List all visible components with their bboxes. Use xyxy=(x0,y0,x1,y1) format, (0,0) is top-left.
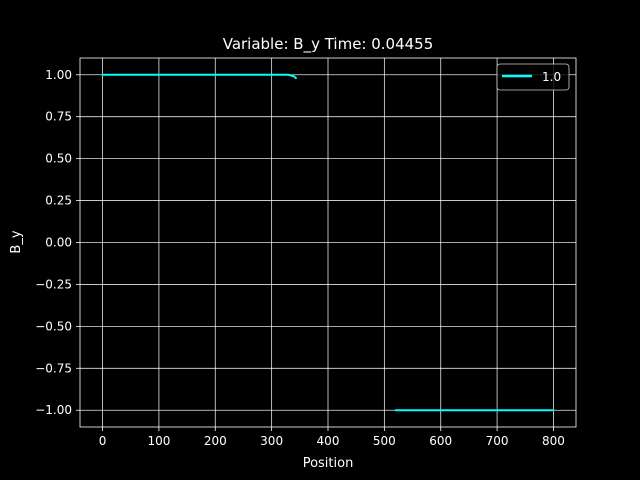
x-tick-label: 600 xyxy=(429,434,452,448)
y-tick-label: −0.75 xyxy=(35,361,72,375)
x-tick-label: 100 xyxy=(147,434,170,448)
legend-box xyxy=(496,63,570,91)
y-tick-label: −1.00 xyxy=(35,403,72,417)
series-layer xyxy=(101,73,555,412)
x-tick-label: 500 xyxy=(373,434,396,448)
x-tick-label: 200 xyxy=(204,434,227,448)
legend: 1.0 xyxy=(496,63,570,91)
y-tick-label: 0.00 xyxy=(45,236,72,250)
y-tick-label: −0.50 xyxy=(35,319,72,333)
x-axis-ticks: 0 100 200 300 400 500 600 700 800 xyxy=(99,427,565,448)
y-axis-label: B_y xyxy=(9,230,24,253)
y-tick-label: 0.25 xyxy=(45,194,72,208)
x-axis-label: Position xyxy=(303,456,354,471)
y-axis-ticks: −1.00 −0.75 −0.50 −0.25 0.00 0.25 0.50 0.75 1.00 xyxy=(35,68,80,417)
x-tick-label: 400 xyxy=(317,434,340,448)
chart-title: Variable: B_y Time: 0.04455 xyxy=(223,35,434,54)
x-tick-label: 700 xyxy=(486,434,509,448)
series-line-1.0-segment-1 xyxy=(101,73,297,80)
y-tick-label: 0.75 xyxy=(45,110,72,124)
y-tick-label: 1.00 xyxy=(45,68,72,82)
legend-label-1.0: 1.0 xyxy=(542,70,561,84)
x-tick-label: 300 xyxy=(260,434,283,448)
y-tick-label: 0.50 xyxy=(45,152,72,166)
y-tick-label: −0.25 xyxy=(35,277,72,291)
x-tick-label: 800 xyxy=(542,434,565,448)
x-tick-label: 0 xyxy=(99,434,107,448)
